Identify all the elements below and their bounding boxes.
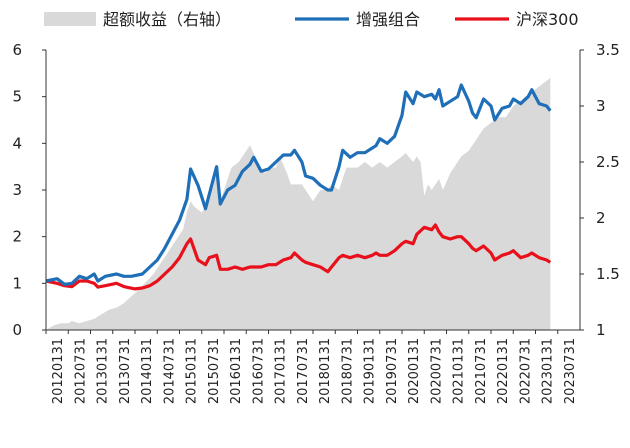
right-tick-label: 3 — [596, 97, 606, 115]
left-tick-label: 6 — [12, 41, 22, 59]
x-tick-label: 20120131 — [51, 338, 66, 404]
x-tick-label: 20150731 — [207, 338, 222, 404]
x-tick-label: 20170131 — [274, 338, 289, 404]
x-tick-label: 20160131 — [229, 338, 244, 404]
x-tick-label: 20200131 — [407, 338, 422, 404]
right-tick-label: 1 — [596, 321, 606, 339]
legend-label-hs300: 沪深300 — [516, 10, 579, 29]
x-tick-label: 20180131 — [318, 338, 333, 404]
x-tick-label: 20220131 — [496, 338, 511, 404]
x-tick-label: 20150131 — [185, 338, 200, 404]
line-layer — [45, 83, 552, 291]
x-tick-label: 20190731 — [385, 338, 400, 404]
left-tick-label: 1 — [12, 274, 22, 292]
x-tick-label: 20190131 — [363, 338, 378, 404]
x-tick-label: 20130731 — [118, 338, 133, 404]
x-tick-label: 20170731 — [296, 338, 311, 404]
left-tick-label: 3 — [12, 181, 22, 199]
right-tick-label: 2 — [596, 209, 606, 227]
x-tick-label: 20180731 — [340, 338, 355, 404]
x-tick-label: 20230131 — [541, 338, 556, 404]
left-tick-label: 2 — [12, 228, 22, 246]
legend: 超额收益（右轴） 增强组合 沪深300 — [44, 10, 579, 29]
left-tick-label: 5 — [12, 88, 22, 106]
x-tick-label: 20160731 — [251, 338, 266, 404]
x-tick-label: 20140131 — [140, 338, 155, 404]
right-tick-label: 2.5 — [596, 153, 620, 171]
legend-label-excess: 超额收益（右轴） — [103, 10, 231, 29]
x-tick-label: 20230731 — [563, 338, 578, 404]
left-tick-label: 4 — [12, 134, 22, 152]
x-tick-label: 20120731 — [73, 338, 88, 404]
hs300-line — [45, 223, 552, 291]
x-tick-label: 20220731 — [518, 338, 533, 404]
x-tick-label: 20140731 — [162, 338, 177, 404]
x-tick-label: 20210731 — [474, 338, 489, 404]
right-tick-label: 1.5 — [596, 265, 620, 283]
legend-swatch-excess — [44, 12, 96, 26]
x-tick-label: 20210131 — [452, 338, 467, 404]
right-tick-label: 3.5 — [596, 41, 620, 59]
left-tick-label: 0 — [12, 321, 22, 339]
enhanced-portfolio-line — [45, 83, 552, 286]
legend-label-enhanced: 增强组合 — [356, 10, 420, 29]
axis-layer: 0 1 2 3 4 5 6 1 1.5 2 2.5 3 3.5 20120131 20120731 20130… — [12, 41, 619, 404]
x-tick-label: 20200731 — [429, 338, 444, 404]
x-tick-label: 20130131 — [96, 338, 111, 404]
